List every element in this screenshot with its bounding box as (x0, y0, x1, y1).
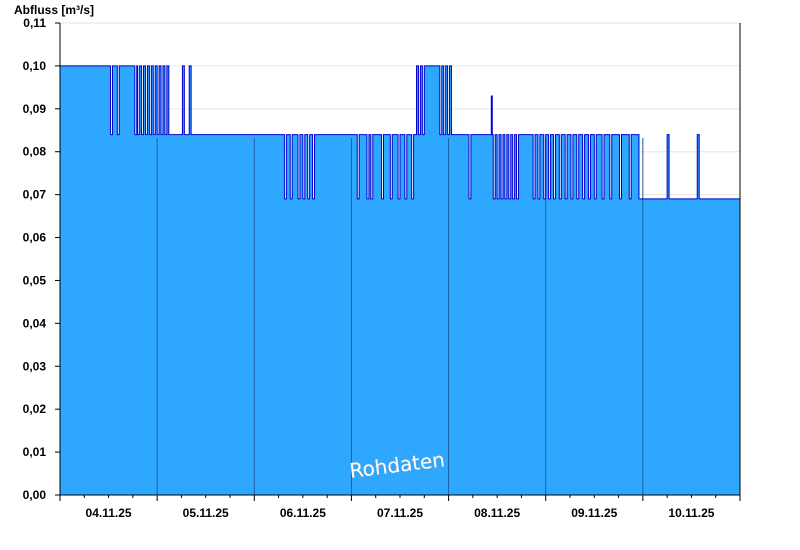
discharge-line (60, 65, 740, 200)
x-ticks: 04.11.25 05.11.25 06.11.25 07.11.25 08.11.25… (59, 495, 741, 520)
y-tick-label: 0,11 (23, 16, 46, 30)
discharge-area (60, 65, 740, 495)
y-tick-label: 0,02 (23, 402, 47, 416)
x-tick-label: 05.11.25 (183, 506, 229, 520)
y-tick-label: 0,07 (23, 188, 47, 202)
y-tick-label: 0,08 (23, 145, 47, 159)
y-tick-label: 0,04 (23, 316, 47, 330)
x-tick-label: 06.11.25 (280, 506, 326, 520)
x-tick-label: 08.11.25 (474, 506, 520, 520)
y-axis-label: Abfluss [m³/s] (14, 3, 94, 17)
x-tick-label: 09.11.25 (571, 506, 617, 520)
x-tick-label: 04.11.25 (86, 506, 132, 520)
x-tick-label: 07.11.25 (377, 506, 423, 520)
y-ticks: 0,00 0,01 0,02 0,03 0,04 0,05 0,06 0,07 0,08 0,09… (23, 16, 60, 502)
y-tick-label: 0,03 (23, 359, 47, 373)
y-tick-label: 0,06 (23, 231, 47, 245)
y-tick-label: 0,05 (23, 273, 47, 287)
y-tick-label: 0,01 (23, 445, 47, 459)
y-tick-label: 0,00 (23, 488, 47, 502)
day-separators (156, 138, 644, 495)
x-tick-label: 10.11.25 (668, 506, 714, 520)
y-tick-label: 0,09 (23, 102, 47, 116)
y-tick-label: 0,10 (23, 59, 47, 73)
